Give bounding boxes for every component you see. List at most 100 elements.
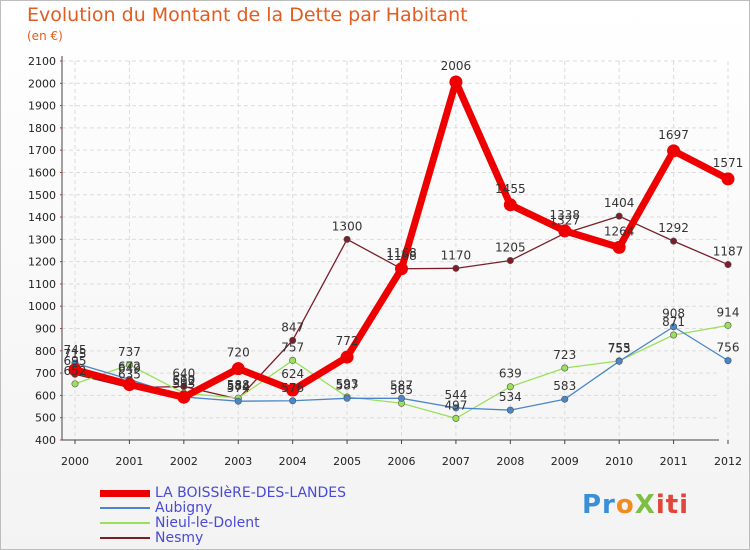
data-point: [452, 264, 460, 272]
x-tick-label: 2005: [333, 455, 361, 468]
data-label: 772: [336, 334, 359, 348]
data-point: [503, 198, 517, 212]
data-point: [395, 262, 408, 276]
data-point: [670, 323, 678, 331]
y-tick-label: 1900: [28, 100, 56, 113]
data-label: 592: [172, 374, 195, 388]
data-label: 695: [64, 354, 87, 368]
data-label: 588: [227, 378, 250, 392]
chart-title: Evolution du Montant de la Dette par Hab…: [27, 4, 468, 26]
data-label: 576: [281, 381, 304, 395]
data-label: 593: [336, 377, 359, 391]
data-point: [615, 212, 623, 220]
y-tick-label: 600: [35, 389, 56, 402]
data-point: [71, 380, 79, 388]
y-tick-label: 700: [35, 367, 56, 380]
data-label: 1187: [713, 245, 744, 259]
data-point: [289, 356, 297, 364]
y-tick-label: 2100: [28, 55, 56, 68]
data-point: [122, 377, 136, 391]
legend-label: Aubigny: [155, 500, 213, 516]
data-label: 1327: [549, 213, 580, 227]
data-label: 624: [281, 367, 304, 381]
series-group: [68, 75, 735, 422]
data-labels: 695 635 640 584 847 1300 1168 1170 1205 1327 1404 1…: [64, 59, 744, 412]
data-label: 737: [118, 345, 141, 359]
chart-subtitle: (en €): [27, 29, 63, 43]
data-label: 1205: [495, 241, 526, 255]
x-tick-label: 2008: [496, 455, 524, 468]
x-tick-label: 2009: [551, 455, 579, 468]
data-label: 652: [64, 364, 87, 378]
legend-swatch-blue: [100, 507, 150, 509]
line-chart: 400 500 600 700 800 900 1000 1100 1200 1300 1400 15…: [28, 55, 744, 468]
y-tick-label: 400: [35, 434, 56, 447]
data-label: 1571: [713, 156, 744, 170]
data-label: 583: [553, 379, 576, 393]
data-label: 2006: [441, 59, 472, 73]
data-point: [340, 350, 354, 364]
y-tick-label: 1200: [28, 256, 56, 269]
grid: [62, 60, 729, 441]
y-tick-label: 800: [35, 345, 56, 358]
data-point: [558, 224, 572, 238]
data-point: [724, 357, 732, 365]
y-tick-label: 900: [35, 323, 56, 336]
data-label: 1338: [549, 208, 580, 222]
data-label: 587: [336, 378, 359, 392]
x-tick-label: 2002: [170, 455, 198, 468]
data-label: 914: [717, 305, 740, 319]
data-point: [343, 394, 351, 402]
data-label: 847: [281, 320, 304, 334]
data-label: 1697: [658, 128, 689, 142]
data-label: 635: [118, 368, 141, 382]
data-label: 574: [227, 381, 250, 395]
data-point: [506, 257, 514, 265]
y-tick-label: 1500: [28, 189, 56, 202]
x-tick-label: 2001: [115, 455, 143, 468]
data-label: 1168: [386, 246, 417, 260]
data-label: 1300: [332, 219, 363, 233]
data-point: [612, 240, 626, 254]
data-label: 1264: [604, 224, 635, 238]
data-point: [177, 390, 191, 404]
data-point: [615, 357, 623, 365]
data-point: [397, 394, 405, 402]
y-tick-label: 2000: [28, 77, 56, 90]
data-label: 587: [390, 378, 413, 392]
legend-label: Nesmy: [155, 530, 204, 546]
data-point: [561, 364, 569, 372]
legend-swatch-brown: [100, 537, 150, 539]
y-tick-label: 1300: [28, 233, 56, 246]
data-label: 649: [118, 361, 141, 375]
data-label: 1170: [441, 248, 472, 262]
y-tick-label: 1600: [28, 166, 56, 179]
data-point: [125, 361, 133, 369]
data-label: 534: [499, 390, 522, 404]
data-point: [452, 414, 460, 422]
data-label: 1404: [604, 196, 635, 210]
x-tick-label: 2007: [442, 455, 470, 468]
y-tick-label: 1700: [28, 144, 56, 157]
legend-swatch-red: [100, 490, 150, 497]
data-point: [68, 363, 82, 377]
data-label: 908: [662, 307, 685, 321]
data-point: [452, 404, 460, 412]
data-label: 871: [662, 315, 685, 329]
data-label: 544: [444, 388, 467, 402]
data-label: 1292: [658, 221, 689, 235]
data-point: [449, 75, 463, 89]
legend-label: Nieul-le-Dolent: [155, 515, 260, 531]
data-label: 720: [227, 346, 250, 360]
x-tick-label: 2004: [279, 455, 307, 468]
data-label: 715: [64, 347, 87, 361]
data-label: 593: [172, 377, 195, 391]
legend-swatch-green: [100, 522, 150, 524]
data-point: [561, 395, 569, 403]
data-point: [286, 383, 300, 397]
data-point: [721, 172, 735, 186]
axes: 400 500 600 700 800 900 1000 1100 1200 1300 1400 15…: [28, 55, 742, 468]
x-tick-label: 2000: [61, 455, 89, 468]
data-label: 584: [227, 379, 250, 393]
